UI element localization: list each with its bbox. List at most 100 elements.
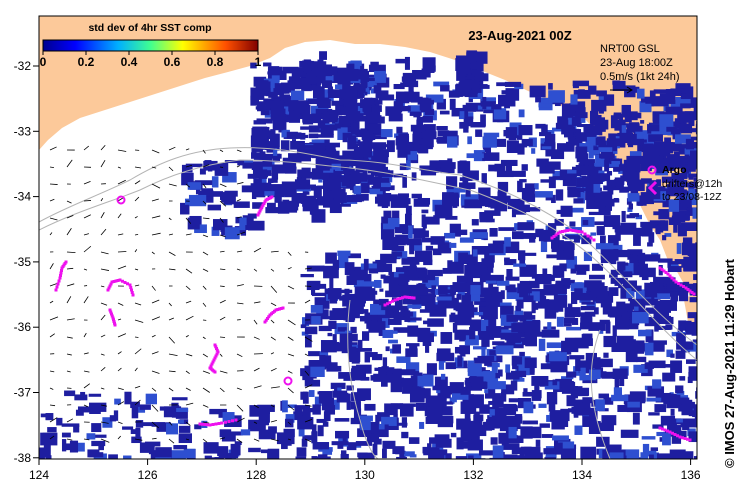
sst-cell xyxy=(519,451,525,459)
current-vector xyxy=(185,233,192,236)
sst-cell xyxy=(404,91,414,102)
sst-cell xyxy=(470,122,486,128)
sst-cell xyxy=(472,249,478,257)
sst-cell xyxy=(332,390,348,398)
sst-cell xyxy=(676,243,682,254)
sst-cell xyxy=(588,322,606,331)
sst-cell xyxy=(416,116,429,122)
sst-cell xyxy=(329,293,338,304)
current-vector xyxy=(236,284,244,287)
sst-cell xyxy=(656,316,674,325)
drifter-point xyxy=(106,288,110,292)
sst-cell xyxy=(660,167,675,171)
current-vector xyxy=(236,165,240,168)
sst-cell xyxy=(420,166,437,176)
sst-cell xyxy=(455,55,466,63)
drifter-point xyxy=(586,234,590,238)
sst-cell xyxy=(404,451,415,457)
current-vector xyxy=(83,214,91,219)
current-vector xyxy=(117,318,122,321)
sst-cell xyxy=(626,171,640,183)
sst-cell xyxy=(250,62,257,69)
sst-cell xyxy=(548,402,556,412)
sst-cell xyxy=(308,125,322,129)
sst-cell xyxy=(585,135,598,146)
current-vector xyxy=(83,268,88,271)
sst-cell xyxy=(449,382,464,394)
sst-cell xyxy=(351,368,366,378)
sst-cell xyxy=(285,166,297,174)
sst-cell xyxy=(473,346,487,350)
sst-cell xyxy=(436,296,452,301)
sst-cell xyxy=(551,127,569,132)
sst-cell xyxy=(440,85,450,92)
sst-cell xyxy=(581,301,595,305)
sst-cell xyxy=(64,390,76,397)
y-tick-label: -37 xyxy=(14,386,32,400)
sst-cell xyxy=(477,330,495,340)
sst-cell xyxy=(205,191,224,197)
sst-cell xyxy=(664,137,672,146)
sst-cell xyxy=(250,408,267,417)
sst-cell xyxy=(485,280,497,284)
sst-cell xyxy=(407,151,418,161)
drifter-point xyxy=(556,232,560,235)
sst-cell xyxy=(611,161,621,167)
sst-cell xyxy=(438,357,445,370)
sst-cell xyxy=(462,170,479,181)
sst-cell xyxy=(563,132,574,138)
current-vector xyxy=(151,387,157,392)
sst-cell xyxy=(626,305,633,312)
sst-cell xyxy=(669,179,674,191)
sst-cell xyxy=(536,158,549,167)
sst-cell xyxy=(258,130,268,140)
sst-cell xyxy=(459,79,472,90)
sst-cell xyxy=(311,292,330,297)
sst-cell xyxy=(648,340,665,352)
sst-cell xyxy=(366,431,377,443)
sst-cell xyxy=(394,298,403,311)
sst-cell xyxy=(302,408,318,413)
sst-cell xyxy=(505,284,516,291)
sst-cell xyxy=(397,105,411,112)
drifter-point xyxy=(216,350,220,354)
sst-cell xyxy=(342,132,353,143)
colorbar: std dev of 4hr SST comp 0 0.2 0.4 0.6 0.8 1 xyxy=(40,22,262,69)
sst-cell xyxy=(548,90,565,103)
sst-cell xyxy=(187,217,200,230)
sst-cell xyxy=(183,448,196,459)
current-vector xyxy=(304,418,313,423)
sst-cell xyxy=(248,419,266,432)
current-vector xyxy=(253,247,262,253)
current-vector xyxy=(100,421,109,424)
sst-cell xyxy=(328,199,334,205)
sst-cell xyxy=(314,145,324,154)
sst-cell xyxy=(503,403,517,416)
sst-cell xyxy=(432,385,442,391)
sst-cell xyxy=(611,394,629,402)
sst-cell xyxy=(538,403,547,408)
sst-cell xyxy=(357,141,367,147)
sst-cell xyxy=(268,91,278,98)
sst-cell xyxy=(334,342,351,352)
drifter-point xyxy=(408,296,411,299)
sst-cell xyxy=(412,69,427,80)
drifter-point xyxy=(262,202,266,205)
sst-cell xyxy=(266,186,281,191)
sst-cell xyxy=(696,138,697,146)
sst-cell xyxy=(470,294,481,302)
sst-cell xyxy=(521,187,535,201)
sst-cell xyxy=(260,449,270,454)
sst-cell xyxy=(663,393,681,405)
sst-cell xyxy=(407,317,422,321)
sst-cell xyxy=(595,243,614,250)
sst-cell xyxy=(613,167,621,172)
sst-cell xyxy=(615,180,624,187)
sst-cell xyxy=(641,139,647,143)
x-tick-label: 132 xyxy=(463,468,483,482)
sst-cell xyxy=(340,450,347,459)
sst-cell xyxy=(491,291,501,300)
drifter-point xyxy=(686,437,689,441)
sst-cell xyxy=(496,170,514,178)
sst-cell xyxy=(652,379,662,389)
